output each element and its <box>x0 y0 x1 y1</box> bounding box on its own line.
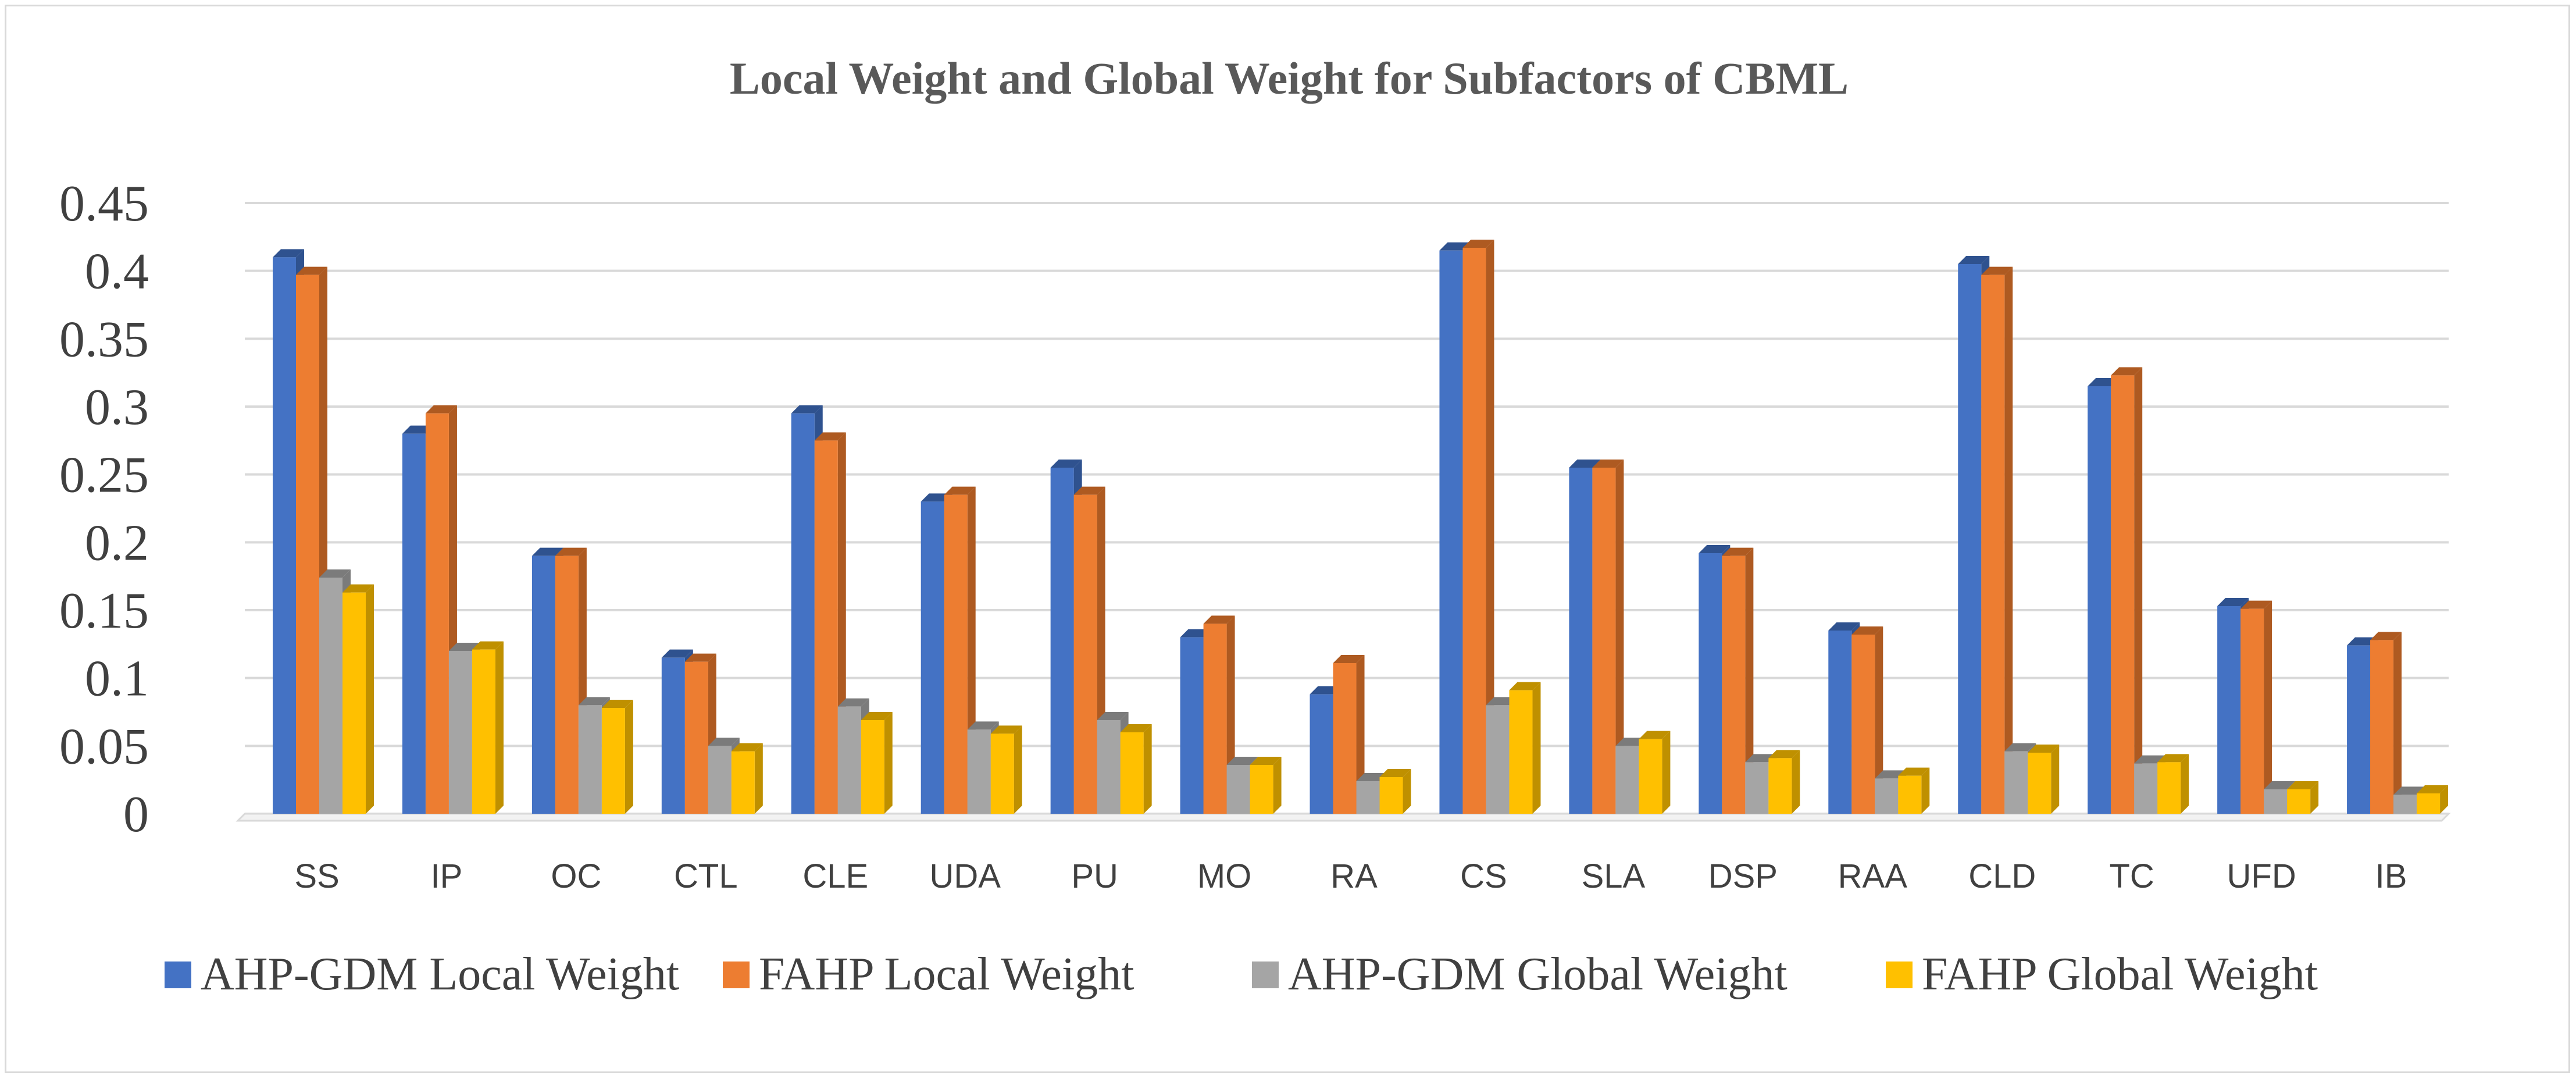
bar-group-IB <box>2347 632 2449 814</box>
bar-CLE-fahp-global-weight <box>861 712 893 814</box>
bar-UFD-fahp-global-weight <box>2287 781 2319 814</box>
bar-CTL-fahp-global-weight <box>731 743 763 814</box>
chart-floor <box>236 813 2451 822</box>
x-tick-label: DSP <box>1708 857 1778 895</box>
bar-group-CS <box>1439 240 1541 814</box>
bar-CS-fahp-global-weight <box>1509 682 1541 814</box>
bar-group-TC <box>2088 367 2189 814</box>
x-axis-ticks: SS IP OC CTL CLE UDA PU MO RA CS SLA DSP RAA CLD TC UFD… <box>294 857 2407 895</box>
bar-MO-fahp-global-weight <box>1250 757 1282 814</box>
legend-item-ahp-gdm-global-weight: AHP-GDM Global Weight <box>1252 949 1787 1000</box>
chart-frame: Local Weight and Global Weight for Subfa… <box>5 5 2570 1073</box>
x-tick-label: CTL <box>674 857 738 895</box>
legend-item-fahp-local-weight: FAHP Local Weight <box>723 949 1134 1000</box>
x-tick-label: OC <box>551 857 601 895</box>
legend-swatch <box>723 962 750 988</box>
bar-group-IP <box>402 405 504 814</box>
y-axis-ticks: 0 0.05 0.1 0.15 0.2 0.25 0.3 0.35 0.4 0.45 <box>59 176 149 843</box>
x-tick-label: TC <box>2110 857 2154 895</box>
y-tick-label: 0.15 <box>59 583 149 639</box>
legend-label: FAHP Global Weight <box>1922 949 2318 1000</box>
bar-RA-fahp-global-weight <box>1379 769 1411 814</box>
x-tick-label: PU <box>1071 857 1118 895</box>
bar-group-SLA <box>1569 460 1671 814</box>
x-tick-label: CLE <box>802 857 868 895</box>
legend-item-ahp-gdm-local-weight: AHP-GDM Local Weight <box>165 949 679 1000</box>
legend-label: FAHP Local Weight <box>759 949 1134 1000</box>
bar-DSP-fahp-local-weight <box>1722 547 1754 814</box>
bar-RAA-fahp-local-weight <box>1851 626 1883 814</box>
bar-IB-fahp-global-weight <box>2417 785 2449 814</box>
legend-swatch <box>165 962 191 988</box>
bar-group-UFD <box>2217 598 2319 814</box>
x-tick-label: UFD <box>2227 857 2296 895</box>
bar-group-DSP <box>1699 545 1800 814</box>
bar-group-RA <box>1310 655 1411 814</box>
bar-group-MO <box>1180 615 1282 814</box>
x-tick-label: IB <box>2375 857 2407 895</box>
y-tick-label: 0.3 <box>85 379 149 436</box>
bar-TC-fahp-global-weight <box>2157 754 2189 814</box>
y-tick-label: 0.35 <box>59 311 149 368</box>
legend-label: AHP-GDM Local Weight <box>201 949 679 1000</box>
y-tick-label: 0.25 <box>59 447 149 504</box>
chart-title: Local Weight and Global Weight for Subfa… <box>730 53 1849 104</box>
y-tick-label: 0.05 <box>59 718 149 775</box>
bar-group-CTL <box>661 649 763 814</box>
x-tick-label: CLD <box>1968 857 2036 895</box>
y-tick-label: 0.1 <box>85 651 149 707</box>
bar-SLA-fahp-local-weight <box>1592 460 1624 814</box>
legend-swatch <box>1886 962 1913 988</box>
x-tick-label: SS <box>294 857 339 895</box>
bar-SS-fahp-global-weight <box>342 584 374 814</box>
bar-group-PU <box>1050 460 1152 814</box>
bar-CS-fahp-local-weight <box>1462 240 1494 814</box>
bar-RA-fahp-local-weight <box>1333 655 1365 814</box>
grid-layer <box>236 202 2451 822</box>
bar-TC-fahp-local-weight <box>2111 367 2143 814</box>
bars-layer <box>273 240 2449 814</box>
bar-group-CLE <box>791 405 893 814</box>
bar-IP-fahp-global-weight <box>472 641 504 814</box>
y-tick-label: 0.45 <box>59 176 149 232</box>
bar-RA-ahp-gdm-global-weight <box>1356 773 1388 814</box>
bar-UFD-fahp-local-weight <box>2240 600 2272 814</box>
x-tick-label: IP <box>431 857 463 895</box>
bar-group-CLD <box>1958 256 2060 814</box>
bar-IB-fahp-local-weight <box>2370 632 2402 814</box>
legend-item-fahp-global-weight: FAHP Global Weight <box>1886 949 2318 1000</box>
legend-swatch <box>1252 962 1279 988</box>
bar-group-OC <box>531 547 633 814</box>
chart-svg: Local Weight and Global Weight for Subfa… <box>59 53 2451 1000</box>
bar-group-SS <box>273 249 374 814</box>
x-tick-label: UDA <box>929 857 1001 895</box>
x-tick-label: SLA <box>1582 857 1646 895</box>
y-tick-label: 0.4 <box>85 244 149 300</box>
x-tick-label: MO <box>1197 857 1251 895</box>
y-tick-label: 0.2 <box>85 515 149 571</box>
bar-RAA-fahp-global-weight <box>1898 767 1930 814</box>
x-tick-label: CS <box>1460 857 1507 895</box>
bar-UDA-fahp-global-weight <box>990 725 1022 814</box>
bar-SLA-fahp-global-weight <box>1639 731 1671 814</box>
bar-CLD-fahp-global-weight <box>2028 745 2060 814</box>
bar-OC-fahp-global-weight <box>601 700 633 814</box>
bar-group-UDA <box>920 486 1022 814</box>
x-tick-label: RAA <box>1838 857 1908 895</box>
legend: AHP-GDM Local Weight FAHP Local Weight AHP… <box>165 949 2318 1000</box>
x-tick-label: RA <box>1330 857 1378 895</box>
legend-label: AHP-GDM Global Weight <box>1288 949 1787 1000</box>
bar-DSP-fahp-global-weight <box>1768 750 1800 814</box>
bar-group-RAA <box>1828 622 1930 814</box>
y-tick-label: 0 <box>123 786 149 843</box>
bar-CLD-fahp-local-weight <box>1981 266 2013 814</box>
bar-PU-fahp-global-weight <box>1120 724 1152 814</box>
